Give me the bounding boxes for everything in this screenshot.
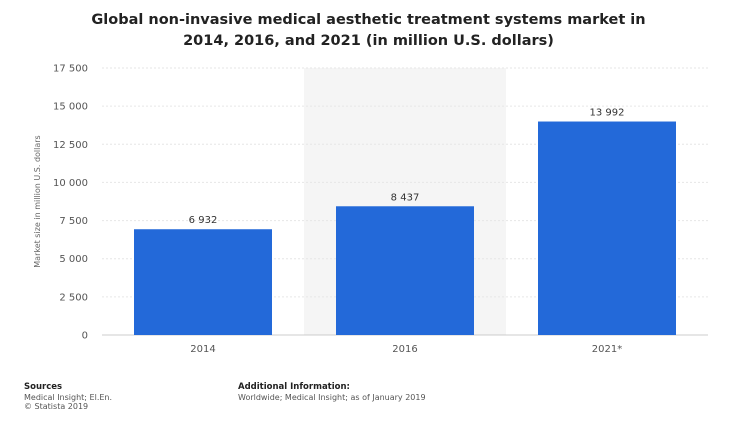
data-label: 6 932 bbox=[189, 215, 218, 226]
y-tick-label: 7 500 bbox=[59, 216, 88, 227]
additional-info-block: Additional Information: Worldwide; Medic… bbox=[238, 382, 426, 402]
y-tick-label: 0 bbox=[82, 331, 88, 342]
copyright-text: © Statista 2019 bbox=[24, 402, 89, 411]
y-tick-label: 10 000 bbox=[53, 178, 88, 189]
chart-title-line-1: Global non-invasive medical aesthetic tr… bbox=[91, 12, 646, 28]
sources-text: Medical Insight; El.En. bbox=[24, 392, 113, 402]
y-tick-label: 17 500 bbox=[53, 64, 88, 75]
sources-heading: Sources bbox=[24, 382, 63, 392]
additional-info-text: Worldwide; Medical Insight; as of Januar… bbox=[238, 392, 426, 402]
y-tick-label: 15 000 bbox=[53, 102, 88, 113]
bar bbox=[134, 229, 272, 335]
bar bbox=[538, 121, 676, 335]
chart-title-line-2: 2014, 2016, and 2021 (in million U.S. do… bbox=[183, 33, 554, 49]
y-axis-label: Market size in million U.S. dollars bbox=[33, 135, 42, 267]
y-tick-label: 12 500 bbox=[53, 140, 88, 151]
y-tick-label: 5 000 bbox=[59, 254, 88, 265]
x-tick-label: 2014 bbox=[190, 344, 215, 355]
sources-block: Sources Medical Insight; El.En. © Statis… bbox=[24, 382, 113, 412]
data-label: 8 437 bbox=[391, 192, 420, 203]
bar bbox=[336, 206, 474, 335]
x-tick-label: 2016 bbox=[392, 344, 417, 355]
additional-info-heading: Additional Information: bbox=[238, 382, 350, 392]
chart-title: Global non-invasive medical aesthetic tr… bbox=[0, 10, 737, 52]
x-tick-label: 2021* bbox=[592, 344, 622, 355]
y-tick-label: 2 500 bbox=[59, 292, 88, 303]
data-label: 13 992 bbox=[590, 108, 625, 119]
